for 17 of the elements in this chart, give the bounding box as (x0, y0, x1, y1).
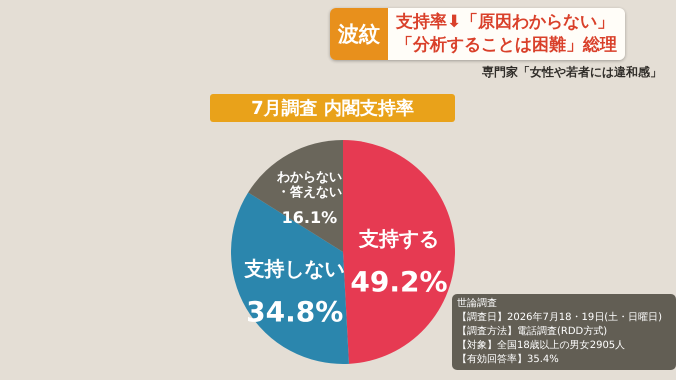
data-label: 16.1% (282, 208, 338, 228)
text: 【調査日】2026年7月18・19日(土・日曜日) (457, 311, 664, 325)
text: 波紋 (330, 8, 388, 60)
text: 「分析することは困難」総理 (396, 34, 617, 57)
pie-slice (343, 140, 455, 364)
slice-label: わからない・答えない (276, 170, 342, 200)
chart-title: 7月調査 内閣支持率 (210, 94, 455, 122)
slice-label: 支持しない (244, 256, 345, 280)
text: 【調査方法】電話調査(RDD方式) (457, 325, 608, 339)
slice-label: 支持する (358, 226, 439, 251)
text: 専門家「女性や若者には違和感」 (482, 64, 662, 81)
data-label: 34.8% (246, 295, 344, 328)
text: 支持率⬇「原因わからない」 (396, 11, 616, 34)
text: 【有効回答率】35.4% (457, 353, 560, 367)
text: 【対象】全国18歳以上の男女2905人 (457, 339, 626, 353)
text: 世論調査 (457, 297, 498, 311)
data-label: 49.2% (350, 266, 448, 299)
